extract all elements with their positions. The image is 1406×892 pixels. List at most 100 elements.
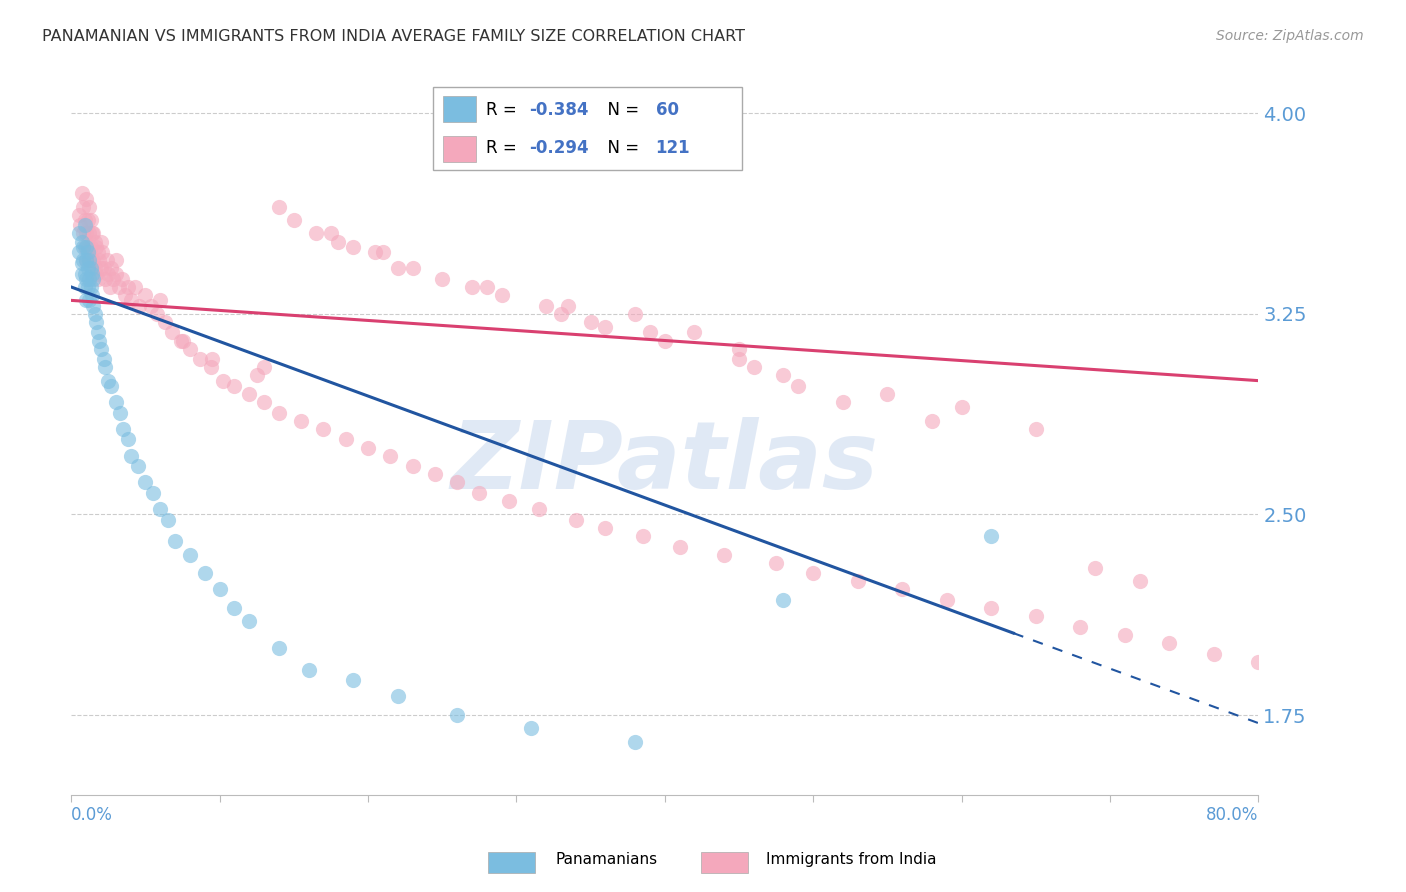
Point bbox=[188, 352, 211, 367]
Point bbox=[77, 272, 100, 286]
Point bbox=[79, 280, 101, 294]
Point bbox=[142, 486, 165, 500]
Point bbox=[787, 379, 810, 393]
Point bbox=[772, 593, 794, 607]
Point bbox=[82, 227, 104, 241]
Point bbox=[1114, 628, 1136, 642]
Text: 80.0%: 80.0% bbox=[1206, 806, 1258, 824]
Point bbox=[319, 227, 342, 241]
Point bbox=[114, 288, 136, 302]
Point bbox=[79, 261, 101, 276]
Point bbox=[364, 245, 387, 260]
Point bbox=[70, 256, 93, 270]
Point bbox=[683, 326, 706, 340]
Point bbox=[93, 261, 115, 276]
Point bbox=[76, 245, 98, 260]
Point bbox=[127, 459, 149, 474]
Point bbox=[328, 235, 350, 249]
Point bbox=[246, 368, 269, 383]
Point bbox=[76, 280, 98, 294]
Point bbox=[267, 200, 290, 214]
Point bbox=[342, 240, 364, 254]
Point bbox=[77, 200, 100, 214]
Point bbox=[67, 227, 90, 241]
Point bbox=[79, 213, 101, 227]
Point bbox=[77, 227, 100, 241]
Point bbox=[86, 267, 108, 281]
Text: ZIPatlas: ZIPatlas bbox=[451, 417, 879, 509]
Point bbox=[253, 395, 276, 409]
Point bbox=[97, 374, 120, 388]
Point bbox=[70, 186, 93, 201]
Point bbox=[1247, 655, 1270, 669]
Point bbox=[668, 540, 690, 554]
Point bbox=[1129, 574, 1152, 589]
Point bbox=[557, 299, 579, 313]
Point bbox=[84, 307, 107, 321]
Point bbox=[76, 213, 98, 227]
Point bbox=[90, 235, 112, 249]
Point bbox=[72, 227, 94, 241]
Point bbox=[475, 280, 498, 294]
Point bbox=[371, 245, 394, 260]
Point bbox=[97, 267, 120, 281]
Point bbox=[498, 494, 520, 508]
Point bbox=[654, 334, 676, 348]
Point bbox=[84, 261, 107, 276]
Point bbox=[624, 307, 647, 321]
Point bbox=[80, 267, 103, 281]
Point bbox=[80, 253, 103, 268]
Point bbox=[94, 360, 117, 375]
Point bbox=[134, 475, 156, 490]
Point bbox=[76, 261, 98, 276]
Point bbox=[104, 395, 127, 409]
Point bbox=[200, 360, 222, 375]
Point bbox=[111, 272, 134, 286]
Point bbox=[149, 502, 172, 516]
Point bbox=[772, 368, 794, 383]
Point bbox=[75, 272, 97, 286]
Point bbox=[631, 529, 654, 543]
Point bbox=[527, 502, 550, 516]
Point bbox=[387, 261, 409, 276]
Point bbox=[75, 293, 97, 308]
Point bbox=[124, 280, 146, 294]
Point bbox=[468, 486, 491, 500]
Point bbox=[713, 548, 735, 562]
Point bbox=[298, 663, 321, 677]
Point bbox=[980, 601, 1002, 615]
Point bbox=[93, 352, 115, 367]
Text: Source: ZipAtlas.com: Source: ZipAtlas.com bbox=[1216, 29, 1364, 43]
Point bbox=[107, 280, 129, 294]
Point bbox=[179, 342, 201, 356]
Point bbox=[72, 200, 94, 214]
Point bbox=[75, 240, 97, 254]
Point bbox=[238, 615, 260, 629]
Point bbox=[75, 192, 97, 206]
Point bbox=[1025, 609, 1047, 624]
Point bbox=[765, 556, 787, 570]
Bar bbox=[702, 852, 748, 873]
Point bbox=[179, 548, 201, 562]
Point bbox=[380, 449, 402, 463]
Point bbox=[194, 566, 217, 581]
Text: 0.0%: 0.0% bbox=[72, 806, 112, 824]
Point bbox=[89, 334, 111, 348]
Point bbox=[579, 315, 602, 329]
Text: Immigrants from India: Immigrants from India bbox=[766, 853, 936, 867]
Point bbox=[156, 513, 179, 527]
Point bbox=[82, 253, 104, 268]
Text: PANAMANIAN VS IMMIGRANTS FROM INDIA AVERAGE FAMILY SIZE CORRELATION CHART: PANAMANIAN VS IMMIGRANTS FROM INDIA AVER… bbox=[42, 29, 745, 44]
Point bbox=[98, 280, 121, 294]
Point bbox=[921, 414, 943, 428]
Point bbox=[101, 272, 124, 286]
Point bbox=[534, 299, 557, 313]
Point bbox=[108, 406, 131, 420]
Point bbox=[77, 253, 100, 268]
Point bbox=[238, 387, 260, 401]
Point bbox=[520, 722, 543, 736]
Point bbox=[75, 253, 97, 268]
Point bbox=[75, 227, 97, 241]
Point bbox=[141, 299, 163, 313]
Point bbox=[201, 352, 224, 367]
